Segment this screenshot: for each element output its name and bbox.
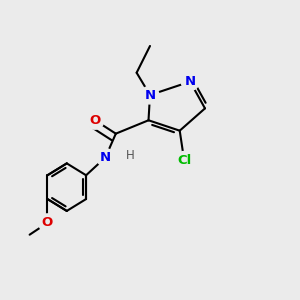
Circle shape xyxy=(175,152,193,169)
Circle shape xyxy=(97,148,114,166)
Text: H: H xyxy=(126,149,135,162)
Text: N: N xyxy=(144,88,156,101)
Text: O: O xyxy=(42,216,53,229)
Circle shape xyxy=(86,111,104,129)
Text: Cl: Cl xyxy=(177,154,191,167)
Text: O: O xyxy=(89,114,100,127)
Circle shape xyxy=(141,86,159,104)
Circle shape xyxy=(181,73,199,91)
Circle shape xyxy=(38,214,56,232)
Text: N: N xyxy=(100,151,111,164)
Text: N: N xyxy=(184,75,196,88)
